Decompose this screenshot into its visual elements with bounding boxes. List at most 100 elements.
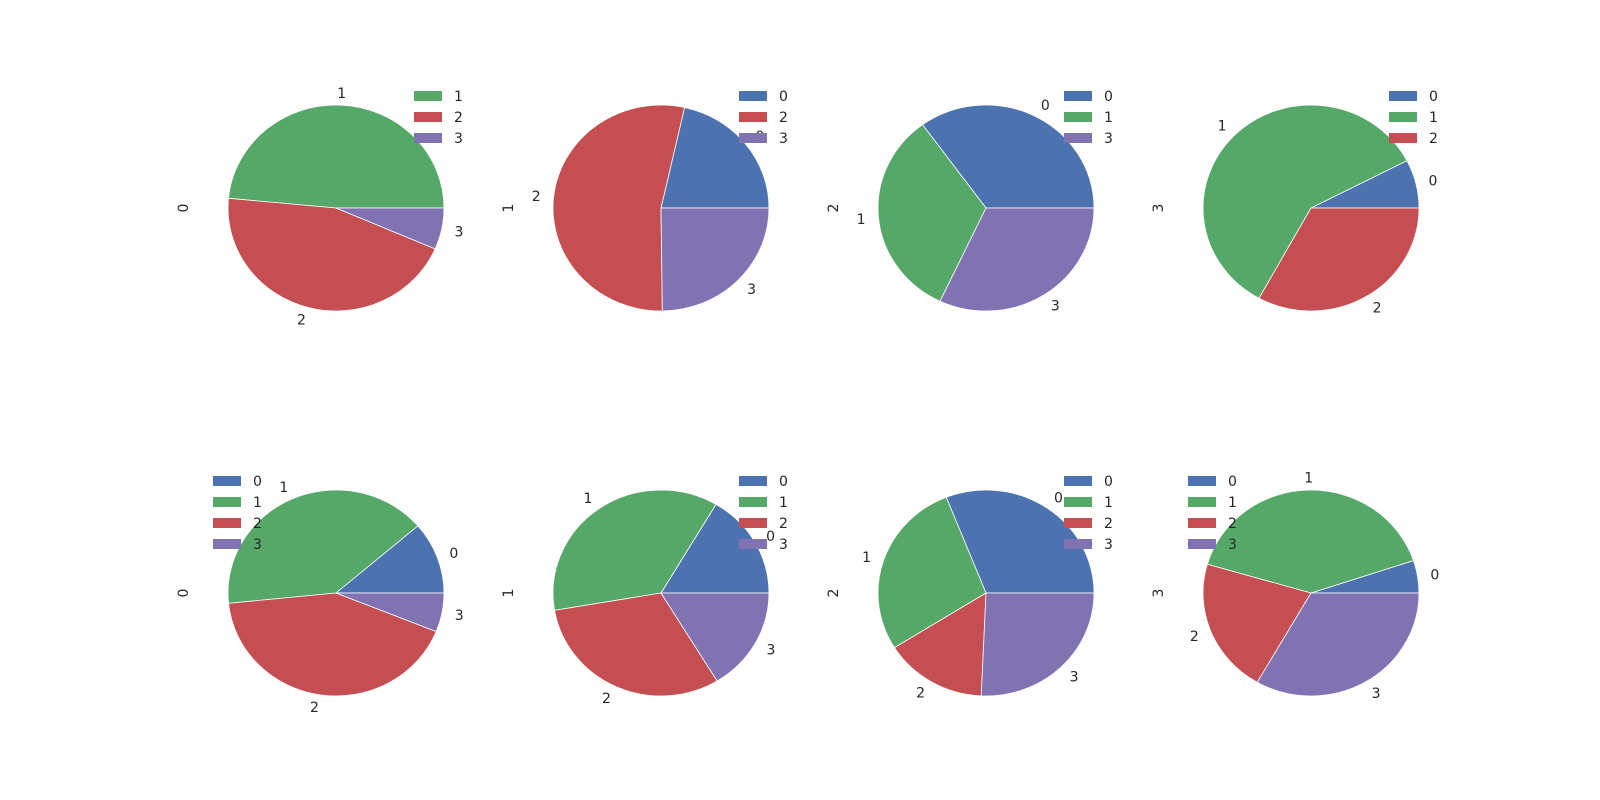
legend-label-0: 0 xyxy=(779,89,788,105)
pie-slice-1 xyxy=(227,489,419,604)
legend-swatch-0 xyxy=(1188,476,1216,486)
legend-swatch-3 xyxy=(1064,539,1092,549)
pie-slice-3 xyxy=(660,592,770,682)
slice-label-0: 0 xyxy=(1054,491,1063,507)
legend: 1 2 3 xyxy=(414,89,463,147)
legend-label-3: 3 xyxy=(779,537,788,553)
axis-ylabel: 3 xyxy=(1151,589,1167,598)
pie-chart-7: 0 1 2 3 3 0 1 2 3 xyxy=(1151,471,1439,702)
legend-label-0: 0 xyxy=(1228,474,1237,490)
slice-label-3: 3 xyxy=(1372,686,1381,702)
slice-label-1: 1 xyxy=(337,86,346,102)
pie-slice-3 xyxy=(335,207,445,250)
legend-label-2: 2 xyxy=(779,516,788,532)
pie-slice-1 xyxy=(1202,104,1408,299)
slice-label-0: 0 xyxy=(449,546,458,562)
pie-slice-3 xyxy=(335,592,445,633)
slice-label-3: 3 xyxy=(454,224,463,240)
slice-label-2: 2 xyxy=(1190,629,1199,645)
legend-label-0: 0 xyxy=(253,474,262,490)
legend-swatch-2 xyxy=(414,112,442,122)
legend-label-3: 3 xyxy=(779,131,788,147)
legend-swatch-0 xyxy=(213,476,241,486)
pie-chart-5: 0 1 2 3 1 0 1 2 3 xyxy=(501,474,788,707)
pie-chart-4: 0 1 2 3 0 0 1 2 3 xyxy=(176,474,464,716)
legend-label-3: 3 xyxy=(1228,537,1237,553)
pie-slice-1 xyxy=(877,496,987,649)
pie-slice-2 xyxy=(554,592,718,697)
legend-swatch-1 xyxy=(1064,497,1092,507)
legend-swatch-2 xyxy=(1064,518,1092,528)
legend-swatch-2 xyxy=(213,518,241,528)
legend-swatch-1 xyxy=(739,497,767,507)
slice-label-0: 0 xyxy=(1430,568,1439,584)
legend-swatch-2 xyxy=(1188,518,1216,528)
axis-ylabel: 0 xyxy=(176,204,192,213)
slice-label-3: 3 xyxy=(455,608,464,624)
pie-slice-2 xyxy=(227,197,436,312)
legend-swatch-1 xyxy=(213,497,241,507)
slice-label-3: 3 xyxy=(1070,669,1079,685)
legend-swatch-0 xyxy=(739,91,767,101)
axis-ylabel: 3 xyxy=(1151,204,1167,213)
slice-label-1: 1 xyxy=(1218,118,1227,134)
legend: 0 1 2 3 xyxy=(1188,474,1237,553)
legend-label-1: 1 xyxy=(1104,495,1113,511)
legend-swatch-3 xyxy=(739,133,767,143)
legend-label-0: 0 xyxy=(1429,89,1438,105)
pie-slice-0 xyxy=(921,104,1095,209)
legend-swatch-1 xyxy=(414,91,442,101)
slice-label-3: 3 xyxy=(1051,298,1060,314)
legend: 0 1 2 3 xyxy=(739,474,788,553)
legend-label-3: 3 xyxy=(253,537,262,553)
pie-slice-1 xyxy=(552,489,717,611)
pie-slice-2 xyxy=(893,592,987,697)
legend-label-2: 2 xyxy=(253,516,262,532)
pie-slice-3 xyxy=(1256,592,1420,697)
pie-slice-1 xyxy=(228,104,445,209)
legend-label-2: 2 xyxy=(1104,516,1113,532)
axis-ylabel: 1 xyxy=(501,589,517,598)
legend-swatch-1 xyxy=(1389,112,1417,122)
axis-ylabel: 2 xyxy=(826,204,842,213)
legend-label-1: 1 xyxy=(253,495,262,511)
slice-label-3: 3 xyxy=(747,282,756,298)
slice-label-1: 1 xyxy=(583,491,592,507)
legend-swatch-0 xyxy=(1389,91,1417,101)
pie-slice-2 xyxy=(1258,207,1420,312)
pie-chart-0: 1 2 3 0 1 2 3 xyxy=(176,86,463,329)
legend-label-1: 1 xyxy=(454,89,463,105)
pie-slice-0 xyxy=(334,525,445,594)
legend-label-1: 1 xyxy=(779,495,788,511)
pie-chart-6: 0 1 2 3 2 0 1 2 3 xyxy=(826,474,1113,702)
pie-slice-2 xyxy=(552,104,686,312)
pie-chart-2: 0 1 3 2 0 1 3 xyxy=(826,89,1113,314)
slice-label-2: 2 xyxy=(532,189,541,205)
legend-swatch-0 xyxy=(1064,476,1092,486)
axis-ylabel: 0 xyxy=(176,589,192,598)
pie-slice-3 xyxy=(660,207,770,312)
legend-swatch-3 xyxy=(1064,133,1092,143)
legend-swatch-3 xyxy=(414,133,442,143)
legend-label-1: 1 xyxy=(1228,495,1237,511)
legend-swatch-2 xyxy=(739,518,767,528)
legend: 0 1 3 xyxy=(1064,89,1113,147)
pie-slice-0 xyxy=(660,107,770,209)
pie-chart-1: 0 2 3 1 0 2 3 xyxy=(501,89,788,312)
legend: 0 1 2 3 xyxy=(213,474,262,553)
slice-label-1: 1 xyxy=(857,212,866,228)
legend-swatch-0 xyxy=(739,476,767,486)
slice-label-2: 2 xyxy=(297,313,306,329)
legend-swatch-2 xyxy=(1389,133,1417,143)
legend-label-2: 2 xyxy=(1429,131,1438,147)
legend-label-0: 0 xyxy=(779,474,788,490)
legend-swatch-1 xyxy=(1188,497,1216,507)
legend-label-1: 1 xyxy=(1429,110,1438,126)
legend-swatch-1 xyxy=(1064,112,1092,122)
slice-label-0: 0 xyxy=(766,529,775,545)
pie-slice-2 xyxy=(1202,563,1312,683)
legend-swatch-0 xyxy=(1064,91,1092,101)
slice-label-1: 1 xyxy=(862,550,871,566)
legend-label-3: 3 xyxy=(454,131,463,147)
